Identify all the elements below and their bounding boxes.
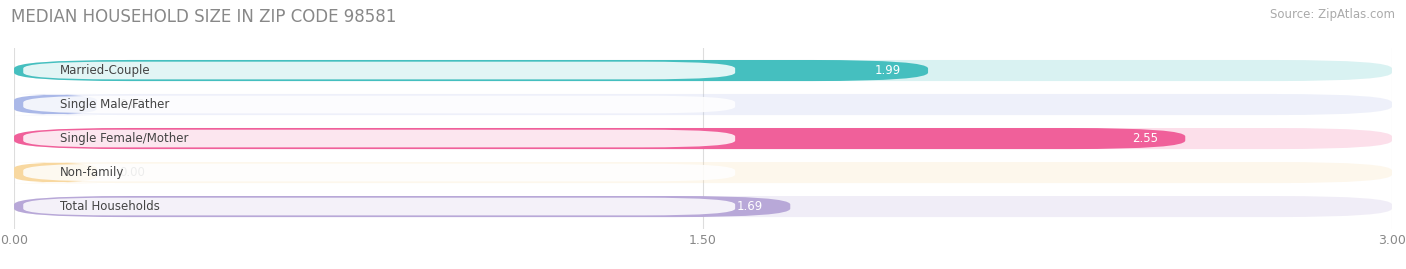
FancyBboxPatch shape	[24, 130, 735, 147]
Text: 2.55: 2.55	[1132, 132, 1157, 145]
Text: Married-Couple: Married-Couple	[60, 64, 150, 77]
FancyBboxPatch shape	[14, 128, 1392, 149]
Text: Non-family: Non-family	[60, 166, 124, 179]
FancyBboxPatch shape	[14, 60, 1392, 81]
FancyBboxPatch shape	[14, 128, 1185, 149]
Text: MEDIAN HOUSEHOLD SIZE IN ZIP CODE 98581: MEDIAN HOUSEHOLD SIZE IN ZIP CODE 98581	[11, 8, 396, 26]
FancyBboxPatch shape	[24, 62, 735, 79]
FancyBboxPatch shape	[14, 60, 928, 81]
Text: Single Female/Mother: Single Female/Mother	[60, 132, 188, 145]
Text: 0.00: 0.00	[120, 98, 146, 111]
Text: 1.99: 1.99	[875, 64, 900, 77]
Text: Total Households: Total Households	[60, 200, 160, 213]
FancyBboxPatch shape	[24, 164, 735, 181]
Text: Source: ZipAtlas.com: Source: ZipAtlas.com	[1270, 8, 1395, 21]
FancyBboxPatch shape	[24, 198, 735, 215]
FancyBboxPatch shape	[14, 162, 1392, 183]
FancyBboxPatch shape	[14, 196, 1392, 217]
Text: 0.00: 0.00	[120, 166, 146, 179]
FancyBboxPatch shape	[14, 162, 97, 183]
FancyBboxPatch shape	[14, 94, 1392, 115]
Text: 1.69: 1.69	[737, 200, 762, 213]
FancyBboxPatch shape	[14, 196, 790, 217]
FancyBboxPatch shape	[24, 96, 735, 113]
FancyBboxPatch shape	[14, 94, 97, 115]
Text: Single Male/Father: Single Male/Father	[60, 98, 169, 111]
